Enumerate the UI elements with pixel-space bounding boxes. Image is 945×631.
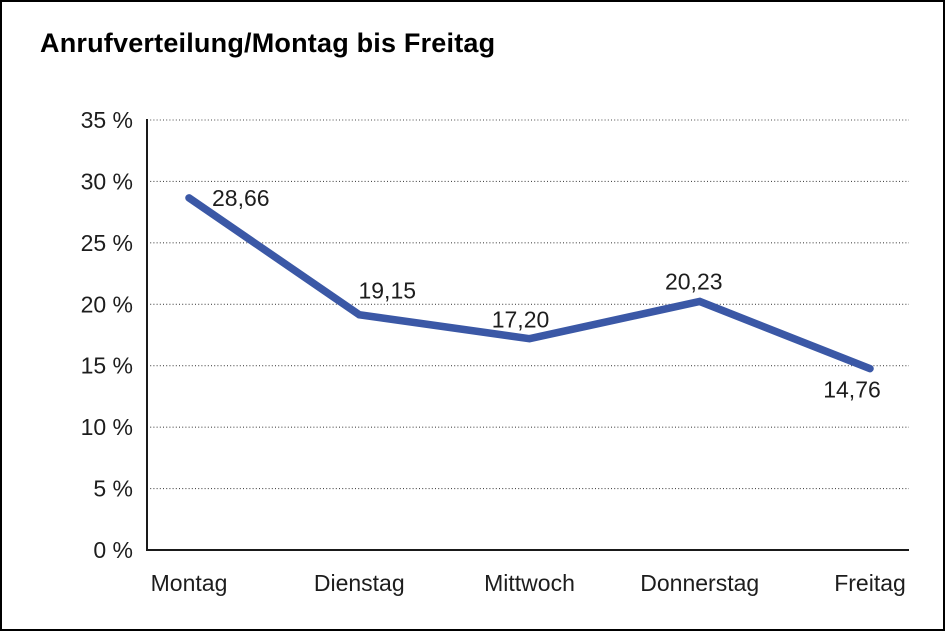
chart-title: Anrufverteilung/Montag bis Freitag [40, 28, 496, 58]
y-tick-label: 0 % [93, 537, 133, 563]
y-tick-label: 10 % [81, 414, 133, 440]
x-category-label: Freitag [834, 570, 906, 596]
data-label: 17,20 [492, 307, 550, 333]
data-label: 19,15 [358, 278, 416, 304]
x-category-label: Mittwoch [484, 570, 575, 596]
data-label: 20,23 [665, 268, 723, 294]
x-category-label: Dienstag [314, 570, 405, 596]
x-category-label: Montag [151, 570, 228, 596]
data-label: 14,76 [823, 377, 881, 403]
y-tick-label: 30 % [81, 168, 133, 194]
y-tick-label: 5 % [93, 476, 133, 502]
data-series-line [185, 194, 874, 373]
y-tick-label: 15 % [81, 353, 133, 379]
y-tick-label: 35 % [81, 107, 133, 133]
y-tick-label: 25 % [81, 230, 133, 256]
y-tick-label: 20 % [81, 291, 133, 317]
x-category-label: Donnerstag [640, 570, 759, 596]
data-label: 28,66 [212, 185, 270, 211]
